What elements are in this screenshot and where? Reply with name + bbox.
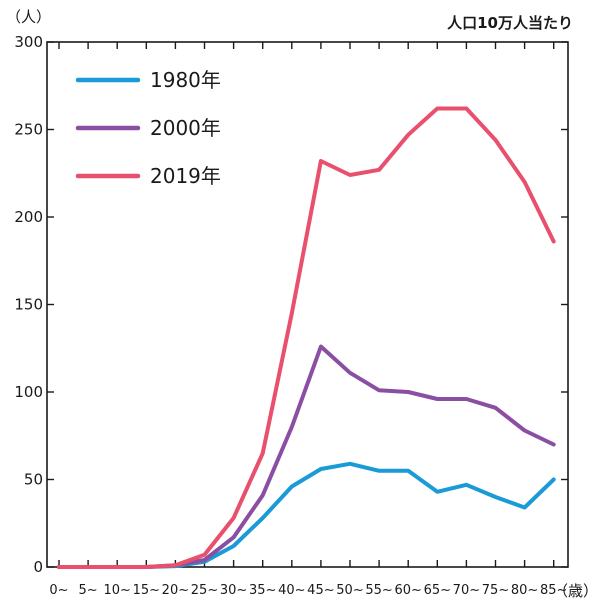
x-tick-label: 5~ <box>79 583 98 598</box>
x-tick-label: 40~ <box>278 583 305 598</box>
x-tick-label: 20~ <box>162 583 189 598</box>
y-tick-label: 200 <box>14 208 43 226</box>
x-tick-label: 60~ <box>394 583 421 598</box>
x-axis-title: （歳） <box>553 582 598 600</box>
x-tick-label: 70~ <box>453 583 480 598</box>
plot-frame <box>46 41 569 568</box>
y-tick-label: 250 <box>14 121 43 139</box>
plot-area: 0 50 100 150 200 250 300 0~ 5~ 10~ 15~ 20~ 25~ 30~ 35~… <box>14 33 569 598</box>
x-tick-label: 45~ <box>307 583 334 598</box>
x-tick-label: 75~ <box>482 583 509 598</box>
x-tick-label: 80~ <box>511 583 538 598</box>
y-tick-label: 50 <box>24 471 43 489</box>
legend-label-3: 2019年 <box>150 164 221 188</box>
series-line-1 <box>57 461 556 569</box>
x-tick-label: 0~ <box>49 583 68 598</box>
x-tick-label: 30~ <box>220 583 247 598</box>
y-tick-label: 300 <box>14 33 43 51</box>
y-tick-label: 150 <box>14 296 43 314</box>
legend-label-1: 1980年 <box>150 68 221 92</box>
x-tick-label: 35~ <box>249 583 276 598</box>
x-tick-label: 85~ <box>540 583 567 598</box>
series-line-2 <box>57 344 556 569</box>
legend-label-2: 2000年 <box>150 116 221 140</box>
x-tick-label: 15~ <box>133 583 160 598</box>
x-tick-label: 50~ <box>336 583 363 598</box>
x-tick-label: 10~ <box>103 583 130 598</box>
x-tick-label: 55~ <box>365 583 392 598</box>
x-tick-label: 65~ <box>424 583 451 598</box>
y-axis-title: （人） <box>6 8 51 26</box>
chart-note: 人口10万人当たり <box>447 14 573 32</box>
x-tick-label: 25~ <box>191 583 218 598</box>
y-tick-label: 0 <box>33 558 43 576</box>
series-line-3 <box>57 106 556 569</box>
y-tick-label: 100 <box>14 383 43 401</box>
